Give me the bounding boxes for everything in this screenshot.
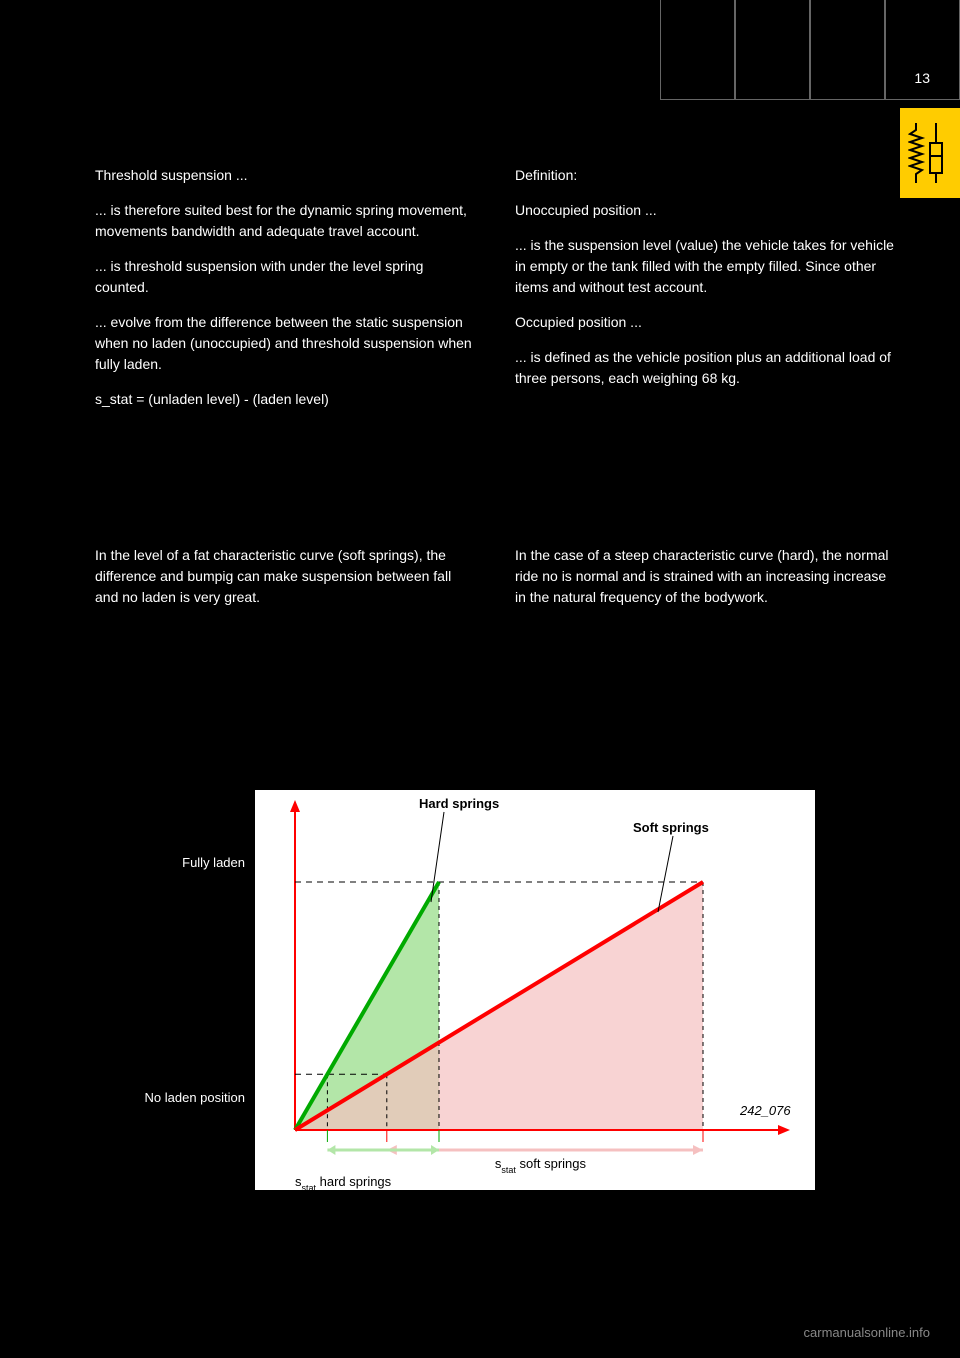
left-formula: s_stat = (unladen level) - (laden level) <box>95 389 475 410</box>
left-p1: ... is therefore suited best for the dyn… <box>95 200 475 242</box>
svg-text:sstat soft springs: sstat soft springs <box>495 1156 587 1175</box>
chart-plot-area: Hard springs Soft springs 242_076sstat sof… <box>255 790 815 1190</box>
tab-1 <box>660 0 735 100</box>
left-column: Threshold suspension ... ... is therefor… <box>95 165 475 424</box>
right-heading: Definition: <box>515 165 895 186</box>
right-intro: Unoccupied position ... <box>515 200 895 221</box>
right-p2-heading: Occupied position ... <box>515 312 895 333</box>
normal-right: In the case of a steep characteristic cu… <box>515 545 895 608</box>
right-p2: ... is defined as the vehicle position p… <box>515 347 895 389</box>
right-p1: ... is the suspension level (value) the … <box>515 235 895 298</box>
y-label-bottom: No laden position <box>95 1090 245 1105</box>
svg-text:Soft springs: Soft springs <box>633 820 709 835</box>
left-p3: ... evolve from the difference between t… <box>95 312 475 375</box>
svg-text:242_076: 242_076 <box>739 1103 791 1118</box>
chart-svg: Hard springs Soft springs 242_076sstat sof… <box>255 790 815 1190</box>
tab-2 <box>735 0 810 100</box>
watermark: carmanualsonline.info <box>804 1325 930 1340</box>
svg-text:Hard springs: Hard springs <box>419 796 499 811</box>
section-icon-tab <box>900 108 960 198</box>
tab-3 <box>810 0 885 100</box>
left-heading: Threshold suspension ... <box>95 165 475 186</box>
normal-left: In the level of a fat characteristic cur… <box>95 545 475 608</box>
spring-damper-icon <box>908 118 953 188</box>
left-p2: ... is threshold suspension with under t… <box>95 256 475 298</box>
main-content: Threshold suspension ... ... is therefor… <box>95 165 895 424</box>
y-label-top: Fully laden <box>95 855 245 870</box>
right-column: Definition: Unoccupied position ... ... … <box>515 165 895 424</box>
page-number: 13 <box>914 70 930 86</box>
normal-level-section: In the level of a fat characteristic cur… <box>95 545 895 608</box>
spring-chart: Fully laden No laden position Hard sprin… <box>95 790 895 1210</box>
